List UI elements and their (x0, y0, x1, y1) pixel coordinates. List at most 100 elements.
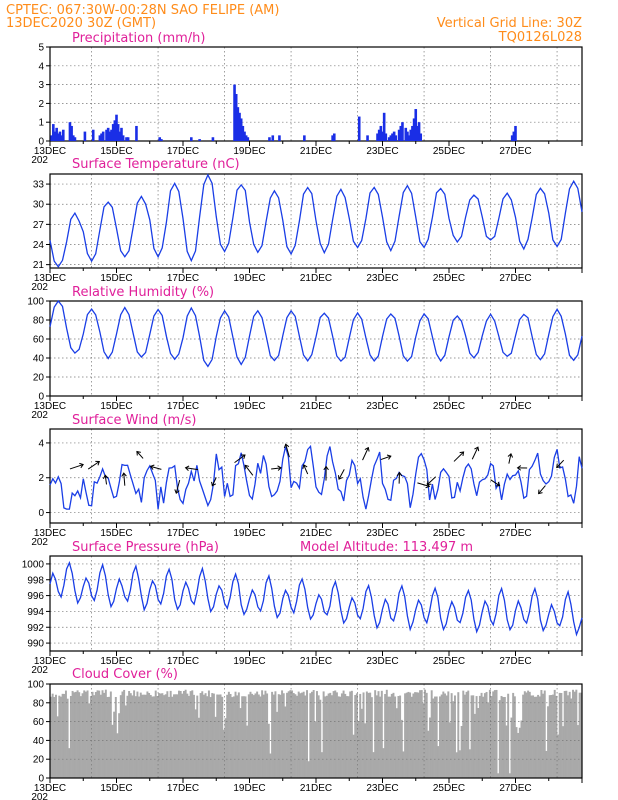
cloud-bar (335, 692, 338, 778)
cloud-bar (101, 690, 104, 778)
cloud-bar (472, 695, 475, 778)
wind-vector (271, 467, 282, 470)
cloud-bar (286, 692, 289, 778)
cloud-bar (282, 693, 285, 778)
cloud-bar (497, 773, 500, 778)
precip-bar (135, 125, 138, 141)
cloud-bar (159, 693, 162, 778)
cloud-bar (399, 695, 402, 778)
cloud-bar (482, 696, 485, 778)
cloud-bar (241, 696, 244, 778)
wind-vector (211, 477, 217, 486)
cloud-bar (508, 773, 511, 778)
precip-bar (376, 133, 379, 141)
cloud-bar (347, 696, 350, 778)
cloud-bar (537, 694, 540, 778)
cloud-bar (153, 696, 156, 778)
cloud-bar (457, 692, 460, 778)
wind-vector-head (95, 460, 101, 466)
cloud-bar (535, 696, 538, 778)
wind-vector-head (364, 446, 370, 452)
x-tick-label: 17DEC (167, 146, 199, 157)
wind-vector (362, 447, 369, 461)
precip-bar (118, 131, 122, 141)
x-tick-label: 27DEC (499, 656, 531, 667)
precip-bar (243, 131, 246, 141)
cloud-bar (557, 734, 560, 778)
wind-vector-head (474, 446, 480, 452)
cloud-bar (277, 694, 280, 778)
cloud-bar (136, 691, 139, 778)
x-tick-label: 25DEC (433, 656, 465, 667)
cloud-bar (79, 696, 82, 778)
x-tick-label: 27DEC (499, 273, 531, 284)
cloud-bar (540, 690, 543, 778)
cloud-bar (94, 691, 97, 778)
cloud-bar (553, 689, 556, 778)
wind-vector (538, 485, 546, 494)
cloud-bar (124, 705, 127, 778)
y-tick-label: 60 (33, 335, 45, 346)
cloud-bar (444, 693, 446, 778)
x-tick-label: 19DEC (233, 273, 265, 284)
wind-vector (417, 482, 430, 487)
year-label: 202 (31, 665, 48, 676)
wind-vector-head (302, 464, 308, 469)
cloud-bar (317, 695, 320, 778)
cloud-bar (558, 692, 561, 778)
x-tick-label: 17DEC (167, 401, 199, 412)
precip-bar (411, 125, 414, 141)
precip-bar (397, 129, 401, 141)
cloud-bar (365, 691, 368, 778)
precip-bar (416, 125, 419, 141)
cloud-bar (103, 692, 106, 778)
cloud-bar (239, 708, 242, 778)
cloud-bar (495, 689, 498, 778)
cloud-bar (332, 691, 335, 778)
cloud-bar (449, 722, 451, 778)
y-tick-label: 40 (33, 354, 45, 365)
cloud-bar (394, 696, 397, 778)
precip-bar (384, 133, 388, 141)
cloud-bar (503, 697, 506, 778)
precip-bar (332, 133, 336, 141)
cloud-bar (355, 693, 358, 778)
precip-bar (394, 135, 398, 141)
cloud-bar (63, 693, 66, 778)
y-tick-label: 40 (33, 736, 45, 747)
y-tick-label: 996 (27, 591, 44, 602)
cloud-bar (380, 690, 383, 778)
cloud-bar (76, 690, 79, 778)
x-tick-label: 23DEC (366, 146, 398, 157)
header-vertical-grid: Vertical Grid Line: 30Z (437, 16, 582, 31)
cloud-bar (577, 725, 579, 778)
cloud-bar (199, 693, 202, 778)
cloud-bar (339, 696, 342, 778)
precip-bar (53, 131, 57, 141)
precip-bar (57, 133, 60, 141)
y-tick-label: 994 (27, 607, 44, 618)
cloud-bar (455, 752, 458, 778)
wind-vector-head (459, 451, 465, 457)
cloud-bar (412, 693, 415, 778)
cloud-bar (287, 691, 290, 778)
wind-vector (244, 464, 254, 476)
cloud-bar (429, 717, 432, 778)
x-tick-label: 13DEC (34, 528, 66, 539)
wind-vector (338, 469, 345, 480)
cloud-bar (447, 691, 450, 778)
year-label: 202 (31, 410, 48, 421)
precip-bar (331, 135, 334, 141)
cloud-bar (533, 696, 536, 778)
precip-bar (121, 135, 125, 141)
cloud-bar (572, 689, 574, 778)
panel-frame (49, 46, 583, 142)
cloud-bar (375, 695, 378, 778)
x-tick-label: 15DEC (100, 146, 132, 157)
cloud-bar (279, 694, 282, 778)
cloud-bar (131, 695, 134, 778)
wind-vector-head (174, 489, 180, 494)
y-tick-label: 2 (38, 99, 44, 110)
wind-vector-head (337, 475, 343, 480)
cloud-bar (460, 725, 463, 778)
